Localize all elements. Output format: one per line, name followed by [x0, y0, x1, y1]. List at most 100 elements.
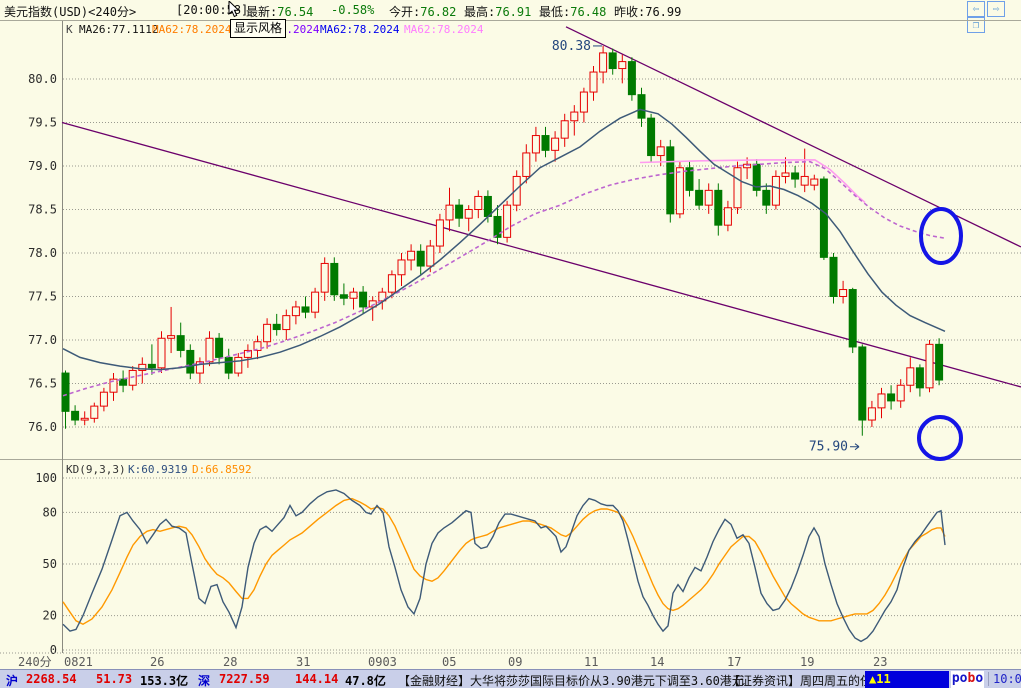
top-info-bar: 美元指数(USD)<240分> [20:00:58] 最新:76.54 -0.58…	[0, 0, 1021, 33]
candle-up	[743, 163, 752, 169]
shenzhen-change: 144.14	[295, 672, 339, 686]
candle-down	[301, 306, 310, 313]
candle-down	[119, 378, 128, 386]
news-ticker-1[interactable]: 【金融财经】大华将莎莎国际目标价从3.90港元下调至3.60港元	[398, 674, 744, 688]
quote-field: 最高:76.91	[464, 5, 532, 19]
kd-k-value-label: K:60.9319	[128, 463, 188, 476]
kd-params-label: KD(9,3,3)	[66, 463, 126, 476]
candle-up	[896, 384, 905, 402]
candle-up	[800, 175, 809, 186]
candle-up	[503, 204, 512, 238]
k-style-label: K	[66, 23, 73, 36]
candle-down	[608, 52, 617, 70]
candle-up	[368, 300, 377, 308]
interval-label: 240分	[18, 655, 52, 669]
ma-value-label: MA26:77.1112	[79, 23, 159, 36]
date-label: 26	[150, 655, 164, 669]
candle-up	[618, 61, 627, 70]
candle-up	[253, 341, 262, 351]
candle-down	[915, 367, 924, 389]
price-tick-label: 80.0	[28, 72, 57, 86]
candle-down	[186, 349, 195, 374]
price-tick-label: 79.0	[28, 159, 57, 173]
candle-up	[656, 146, 665, 157]
candle-up	[157, 337, 166, 369]
ma62-line	[62, 160, 946, 397]
price-tick-label: 76.5	[28, 377, 57, 391]
candle-up	[407, 250, 416, 261]
candle-down	[666, 146, 675, 215]
ma-value-label: MA62:78.2024	[320, 23, 400, 36]
candle-up	[234, 356, 243, 374]
candle-up	[867, 407, 876, 421]
candle-down	[61, 372, 70, 412]
high-price-label: 80.38	[552, 39, 591, 54]
candle-down	[224, 356, 233, 374]
alert-badge[interactable]: ▲11	[865, 671, 949, 688]
candle-down	[829, 256, 838, 298]
candle-down	[714, 189, 723, 226]
price-tick-label: 78.0	[28, 246, 57, 260]
candle-down	[647, 117, 656, 157]
candle-down	[887, 393, 896, 402]
shanghai-change: 51.73	[96, 672, 133, 686]
kd-tick-label: 50	[43, 557, 57, 571]
candle-down	[339, 294, 348, 299]
shenzhen-index: 7227.59	[219, 672, 270, 686]
candle-up	[397, 259, 406, 276]
ma26-line	[62, 108, 946, 371]
shenzhen-volume: 47.8亿	[345, 674, 386, 688]
shanghai-volume: 153.3亿	[140, 674, 189, 688]
candle-up	[599, 52, 608, 73]
mouse-cursor-icon	[228, 1, 240, 18]
candle-down	[695, 189, 704, 206]
candle-down	[455, 204, 464, 219]
candle-down	[330, 262, 339, 296]
kd-d-line	[62, 497, 946, 625]
candle-up	[311, 291, 320, 313]
candle-up	[435, 219, 444, 247]
candle-up	[445, 204, 454, 221]
news-ticker-2[interactable]: 【证券资讯】周四周五的任	[728, 674, 873, 688]
candle-down	[147, 363, 156, 369]
price-tick-label: 79.5	[28, 116, 57, 130]
instrument-title: 美元指数(USD)<240分>	[4, 5, 137, 19]
candle-down	[858, 346, 867, 421]
candle-up	[109, 378, 118, 393]
candle-up	[771, 175, 780, 206]
candle-up	[781, 172, 790, 177]
shenzhen-label: 深	[198, 674, 211, 688]
candle-up	[387, 274, 396, 293]
candle-up	[80, 417, 89, 421]
candle-down	[416, 250, 425, 267]
candle-up	[378, 291, 387, 302]
candle-up	[531, 135, 540, 154]
forward-arrow-icon[interactable]: ⇨	[987, 1, 1005, 17]
kd-tick-label: 100	[35, 471, 57, 485]
candle-down	[359, 291, 368, 308]
pobo-logo: pobo	[951, 671, 984, 688]
quote-field: 最低:76.48	[539, 5, 607, 19]
candle-down	[541, 135, 550, 151]
candle-up	[426, 245, 435, 267]
candle-down	[272, 323, 281, 331]
price-tick-label: 76.0	[28, 420, 57, 434]
annotation-circle	[919, 207, 963, 265]
candle-up	[195, 361, 204, 374]
candle-up	[906, 367, 915, 386]
candle-up	[349, 291, 358, 299]
candle-down	[685, 167, 694, 191]
candle-up	[99, 391, 108, 407]
date-label: 17	[727, 655, 741, 669]
shanghai-index: 2268.54	[26, 672, 77, 686]
ma-value-label: MA62:78.2024	[152, 23, 232, 36]
candle-down	[791, 172, 800, 180]
candle-up	[704, 189, 713, 206]
candle-up	[138, 363, 147, 371]
date-label: 28	[223, 655, 237, 669]
candle-down	[176, 335, 185, 351]
candle-up	[723, 207, 732, 226]
candle-down	[762, 189, 771, 206]
kd-k-line	[62, 489, 946, 643]
